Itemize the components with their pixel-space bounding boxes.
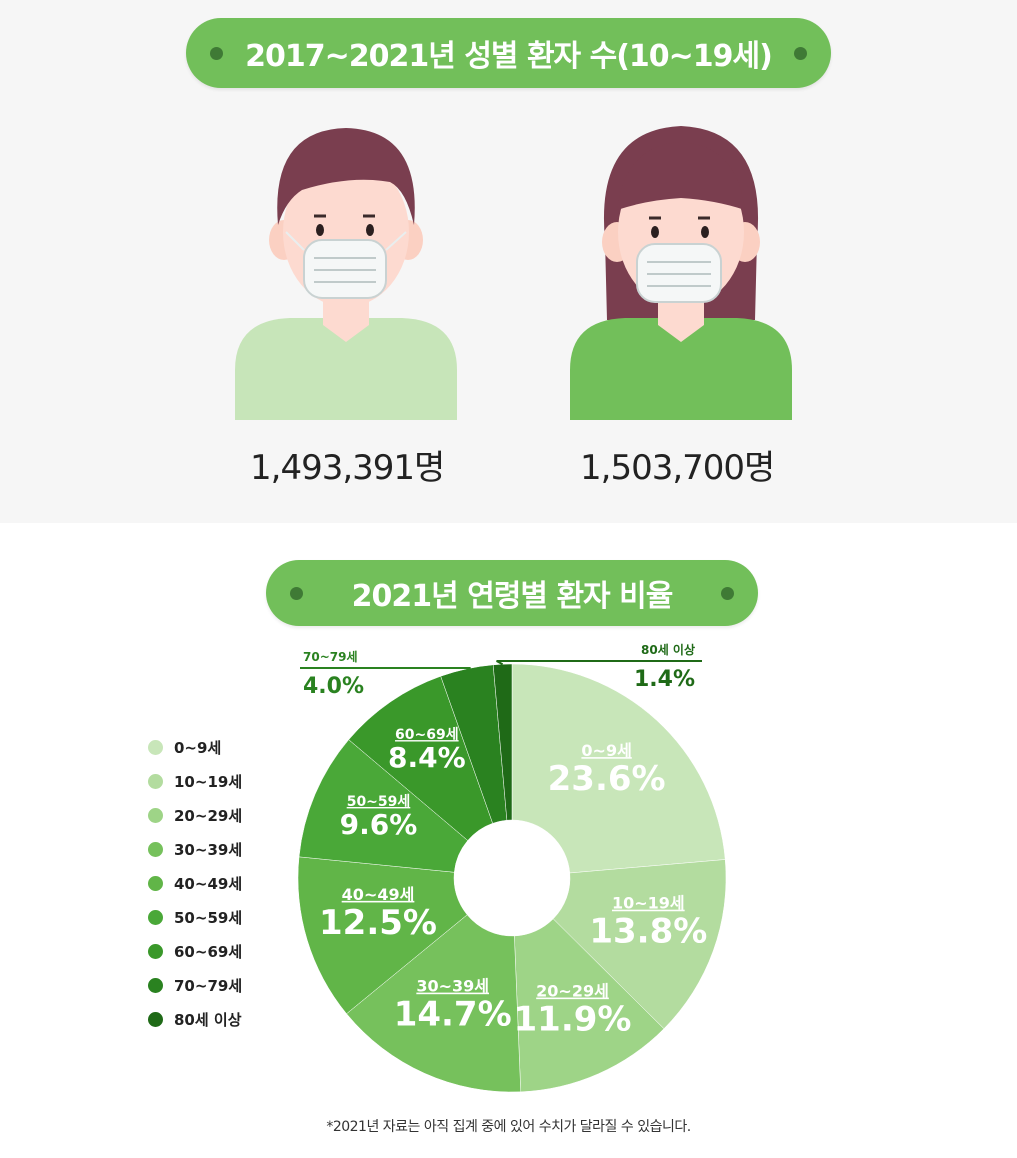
legend-swatch bbox=[148, 774, 163, 789]
legend-swatch bbox=[148, 978, 163, 993]
banner-dot-left bbox=[290, 587, 303, 600]
slice-value: 8.4% bbox=[388, 741, 466, 774]
slice-value: 23.6% bbox=[548, 759, 666, 799]
pie-slice bbox=[348, 675, 493, 841]
legend-swatch bbox=[148, 740, 163, 755]
male-hair bbox=[277, 128, 415, 225]
slice-value: 9.6% bbox=[340, 808, 418, 841]
section1-title-banner: 2017~2021년 성별 환자 수(10~19세) bbox=[186, 18, 831, 88]
legend-label: 10~19세 bbox=[174, 773, 243, 791]
legend-swatch bbox=[148, 1012, 163, 1027]
pie-slice bbox=[552, 859, 727, 1030]
female-hair-front bbox=[617, 142, 745, 210]
section1-title: 2017~2021년 성별 환자 수(10~19세) bbox=[245, 39, 773, 74]
banner-dot-right bbox=[721, 587, 734, 600]
slice-label: 50~59세 bbox=[347, 794, 411, 810]
legend-label: 30~39세 bbox=[174, 841, 243, 859]
female-figure-icon bbox=[570, 126, 792, 420]
slice-label: 40~49세 bbox=[342, 885, 415, 904]
male-shirt bbox=[235, 318, 457, 420]
pie-slice bbox=[346, 914, 522, 1093]
callout-label: 70~79세 bbox=[303, 649, 358, 664]
section2-title-banner: 2021년 연령별 환자 비율 bbox=[266, 560, 758, 626]
legend-label: 70~79세 bbox=[174, 977, 243, 995]
pie-slice bbox=[298, 739, 469, 873]
legend-swatch bbox=[148, 876, 163, 891]
pie-slice bbox=[514, 918, 665, 1093]
male-count: 1,493,391명 bbox=[250, 448, 445, 488]
male-neck bbox=[323, 300, 369, 342]
slice-label: 30~39세 bbox=[416, 977, 489, 996]
legend-label: 50~59세 bbox=[174, 909, 243, 927]
callout-line bbox=[496, 660, 702, 666]
pie-slice bbox=[297, 856, 468, 1015]
slice-value: 14.7% bbox=[394, 995, 512, 1035]
callout-value: 4.0% bbox=[303, 674, 364, 699]
banner-dot-left bbox=[210, 47, 223, 60]
slice-label: 60~69세 bbox=[395, 727, 459, 743]
legend-label: 40~49세 bbox=[174, 875, 243, 893]
male-figure-icon bbox=[235, 128, 457, 420]
legend-label: 20~29세 bbox=[174, 807, 243, 825]
slice-value: 13.8% bbox=[589, 912, 707, 952]
legend-swatch bbox=[148, 910, 163, 925]
legend-label: 80세 이상 bbox=[174, 1011, 242, 1029]
slice-value: 12.5% bbox=[319, 903, 437, 943]
callout-value: 1.4% bbox=[634, 667, 695, 692]
female-shirt bbox=[570, 318, 792, 420]
legend-swatch bbox=[148, 808, 163, 823]
callout-label: 80세 이상 bbox=[641, 642, 695, 657]
legend-swatch bbox=[148, 944, 163, 959]
pie-slice bbox=[511, 663, 726, 874]
slice-value: 11.9% bbox=[514, 1000, 632, 1040]
slice-label: 20~29세 bbox=[536, 982, 609, 1001]
callout-line bbox=[300, 667, 471, 670]
pie-slice bbox=[492, 663, 513, 821]
slice-label: 10~19세 bbox=[612, 894, 685, 913]
female-neck bbox=[658, 300, 704, 342]
female-count: 1,503,700명 bbox=[580, 448, 775, 488]
footnote: *2021년 자료는 아직 집계 중에 있어 수치가 달라질 수 있습니다. bbox=[326, 1119, 691, 1135]
legend-swatch bbox=[148, 842, 163, 857]
slice-label: 0~9세 bbox=[581, 741, 631, 760]
legend-label: 0~9세 bbox=[174, 739, 222, 757]
banner-dot-right bbox=[794, 47, 807, 60]
section2-title: 2021년 연령별 환자 비율 bbox=[351, 579, 674, 614]
legend-label: 60~69세 bbox=[174, 943, 243, 961]
